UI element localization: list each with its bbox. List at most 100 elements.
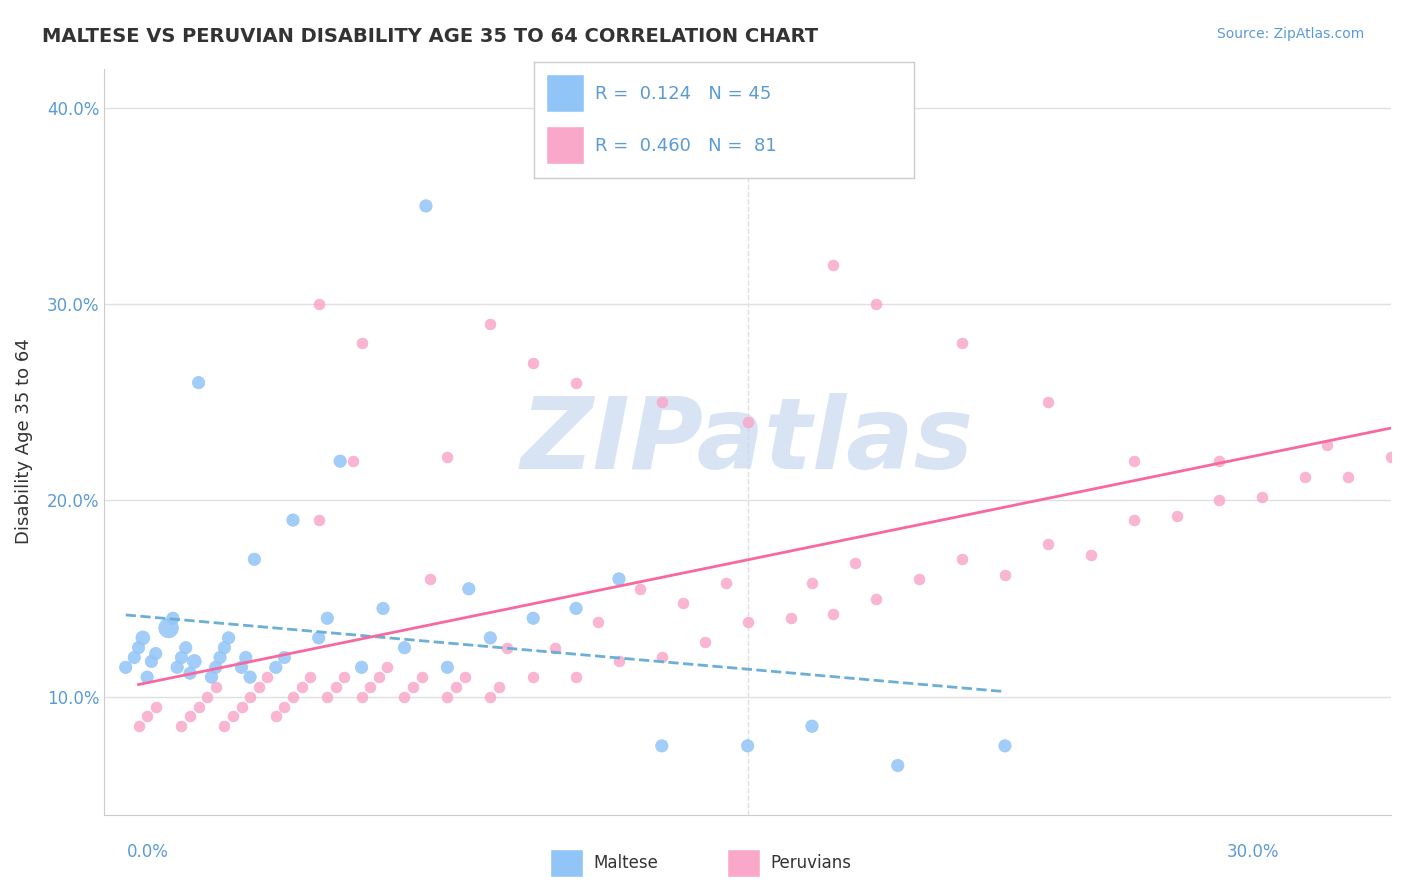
Point <box>218 631 240 645</box>
FancyBboxPatch shape <box>727 849 761 877</box>
Point <box>247 680 270 694</box>
Point <box>522 356 544 370</box>
Point <box>1122 513 1144 527</box>
Point <box>183 655 205 669</box>
Point <box>256 670 278 684</box>
Text: 30.0%: 30.0% <box>1227 843 1279 861</box>
Point <box>522 670 544 684</box>
Point <box>522 611 544 625</box>
Point <box>281 513 304 527</box>
Point <box>586 615 609 629</box>
Point <box>444 680 467 694</box>
Point <box>651 395 673 409</box>
Point <box>166 660 188 674</box>
Point <box>195 690 218 704</box>
Point <box>479 690 502 704</box>
Point <box>415 199 437 213</box>
Point <box>1166 509 1188 524</box>
Point <box>132 631 155 645</box>
Point <box>565 376 588 390</box>
Point <box>145 699 167 714</box>
Point <box>607 655 630 669</box>
Point <box>204 680 226 694</box>
Point <box>350 336 373 351</box>
Point <box>222 709 245 723</box>
Point <box>329 454 352 468</box>
Point <box>693 634 716 648</box>
Point <box>342 454 364 468</box>
Point <box>994 739 1017 753</box>
FancyBboxPatch shape <box>546 126 583 164</box>
Point <box>179 666 201 681</box>
Point <box>1316 438 1339 452</box>
Point <box>496 640 519 655</box>
Point <box>264 660 287 674</box>
Point <box>308 631 330 645</box>
Point <box>1036 536 1059 550</box>
Point <box>136 670 159 684</box>
Point <box>350 660 373 674</box>
Point <box>1122 454 1144 468</box>
Point <box>844 556 866 570</box>
Point <box>239 670 262 684</box>
Point <box>290 680 312 694</box>
Point <box>950 336 973 351</box>
FancyBboxPatch shape <box>546 74 583 112</box>
Point <box>1036 395 1059 409</box>
Point <box>823 607 845 622</box>
Point <box>565 601 588 615</box>
Point <box>179 709 201 723</box>
Point <box>1208 454 1230 468</box>
Text: R =  0.124   N = 45: R = 0.124 N = 45 <box>595 85 772 103</box>
Point <box>1251 490 1274 504</box>
Point <box>243 552 266 566</box>
Point <box>436 450 458 465</box>
Point <box>1294 470 1316 484</box>
Point <box>136 709 159 723</box>
Point <box>402 680 425 694</box>
Text: Source: ZipAtlas.com: Source: ZipAtlas.com <box>1216 27 1364 41</box>
Point <box>204 660 226 674</box>
Point <box>737 615 759 629</box>
Point <box>214 640 236 655</box>
Text: Maltese: Maltese <box>593 854 658 872</box>
Text: MALTESE VS PERUVIAN DISABILITY AGE 35 TO 64 CORRELATION CHART: MALTESE VS PERUVIAN DISABILITY AGE 35 TO… <box>42 27 818 45</box>
Point <box>316 690 339 704</box>
Point <box>359 680 381 694</box>
Point <box>1379 450 1402 465</box>
Point <box>333 670 356 684</box>
Point <box>651 650 673 665</box>
Point <box>436 690 458 704</box>
Point <box>994 568 1017 582</box>
Point <box>479 317 502 331</box>
Point <box>231 699 253 714</box>
Point <box>170 650 193 665</box>
Point <box>607 572 630 586</box>
Point <box>264 709 287 723</box>
Point <box>394 690 416 704</box>
Point <box>865 297 887 311</box>
Point <box>887 758 910 772</box>
Point <box>950 552 973 566</box>
Point <box>800 575 823 590</box>
Point <box>214 719 236 733</box>
Point <box>394 640 416 655</box>
Point <box>128 719 150 733</box>
Point <box>239 690 262 704</box>
Y-axis label: Disability Age 35 to 64: Disability Age 35 to 64 <box>15 339 32 544</box>
Point <box>411 670 433 684</box>
Point <box>367 670 389 684</box>
Point <box>737 415 759 429</box>
Point <box>714 575 737 590</box>
Point <box>308 513 330 527</box>
Text: Peruvians: Peruvians <box>770 854 851 872</box>
Point <box>479 631 502 645</box>
Text: R =  0.460   N =  81: R = 0.460 N = 81 <box>595 137 776 155</box>
Point <box>308 297 330 311</box>
Point <box>1337 470 1360 484</box>
Point <box>187 376 209 390</box>
Point <box>299 670 322 684</box>
Point <box>128 640 150 655</box>
Point <box>200 670 222 684</box>
Point <box>865 591 887 606</box>
